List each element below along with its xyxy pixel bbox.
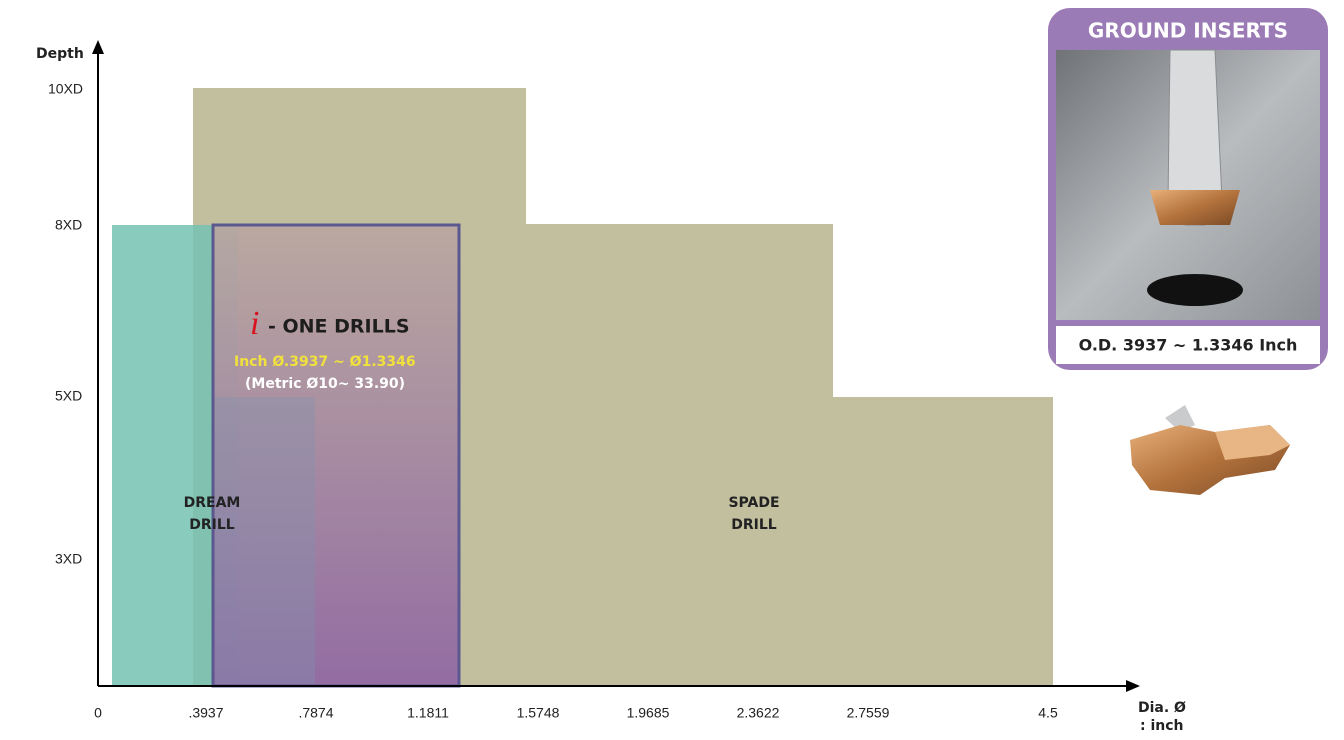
x-label: 1.5748 <box>517 705 560 721</box>
photo-hole <box>1147 274 1243 306</box>
x-arrow <box>1126 680 1140 692</box>
x-unit: : inch <box>1140 718 1184 734</box>
insert-image <box>1130 405 1290 495</box>
inset-title: GROUND INSERTS <box>1088 19 1288 43</box>
spade-label: SPADE <box>728 495 779 511</box>
dream-label: DRILL <box>189 517 235 533</box>
x-label: .7874 <box>298 705 333 721</box>
y-label: 8XD <box>55 217 82 233</box>
one-drills-region <box>211 223 461 688</box>
spade-label: DRILL <box>731 517 777 533</box>
x-label: 2.3622 <box>737 705 780 721</box>
dream-label: DREAM <box>184 495 241 511</box>
x-title: Dia. Ø <box>1138 700 1186 716</box>
y-label: 10XD <box>48 81 83 97</box>
y-label: 3XD <box>55 551 82 567</box>
y-arrow <box>92 40 104 54</box>
x-label: 4.5 <box>1038 705 1058 721</box>
x-label: 0 <box>94 705 102 721</box>
photo-insert <box>1150 190 1240 225</box>
x-label: .3937 <box>188 705 223 721</box>
inset-caption-box <box>1056 326 1320 364</box>
overlap-shade <box>215 397 315 684</box>
one-drills-title: - ONE DRILLS <box>268 316 410 338</box>
inch-range: Inch Ø.3937 ~ Ø1.3346 <box>234 354 416 370</box>
x-label: 2.7559 <box>847 705 890 721</box>
x-label: 1.1811 <box>407 705 449 721</box>
y-title: Depth <box>36 46 84 62</box>
y-label: 5XD <box>55 388 82 404</box>
metric-range: (Metric Ø10~ 33.90) <box>245 376 405 392</box>
inset-caption: O.D. 3937 ~ 1.3346 Inch <box>1079 336 1298 355</box>
i-logo: i <box>250 305 259 342</box>
x-label: 1.9685 <box>627 705 670 721</box>
